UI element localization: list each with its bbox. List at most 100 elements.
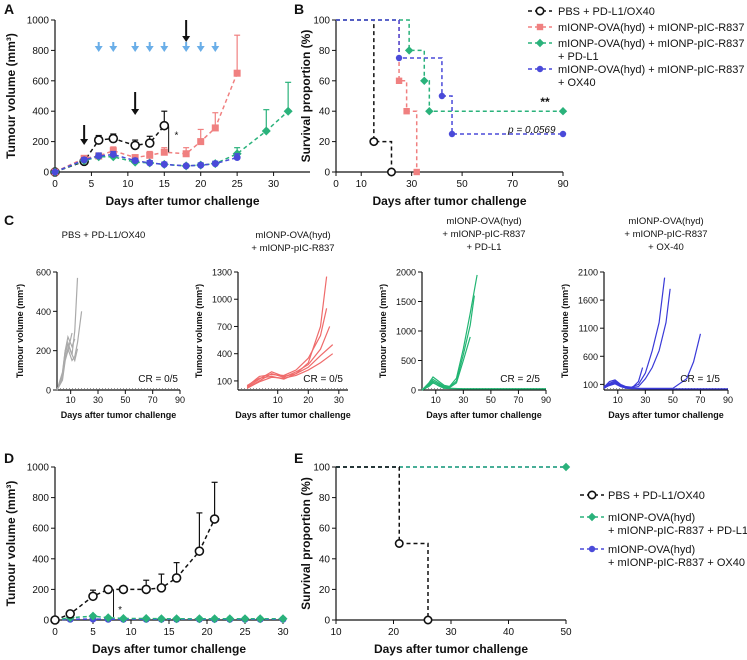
arrow-head <box>182 46 191 52</box>
y-tick-label: 200 <box>32 137 49 148</box>
legend-entry: mIONP-OVA(hyd) <box>608 512 695 524</box>
x-tick-label: 30 <box>445 627 457 638</box>
dot-marker <box>395 54 403 62</box>
panel-label-e: E <box>294 450 303 466</box>
series-line <box>246 326 331 389</box>
y-tick-label: 400 <box>217 349 232 359</box>
dot-marker <box>197 161 205 169</box>
cr-label: CR = 0/5 <box>138 374 178 385</box>
y-tick-label: 2100 <box>578 268 598 278</box>
panel-label-d: D <box>4 450 14 466</box>
series-line <box>421 274 478 391</box>
x-tick-label: 25 <box>239 627 251 638</box>
arrow-head <box>131 109 140 115</box>
y-tick-label: 100 <box>313 463 330 474</box>
dot-marker <box>211 160 219 168</box>
dot-marker <box>95 152 103 160</box>
y-tick-label: 0 <box>43 168 49 179</box>
legend-entry: + PD-L1 <box>558 51 599 63</box>
series-line <box>421 381 546 391</box>
diamond-marker <box>561 462 571 472</box>
square-marker <box>536 23 544 31</box>
series-line <box>246 308 328 387</box>
square-marker <box>211 124 219 132</box>
y-axis-label: Survival proportion (%) <box>299 477 313 610</box>
arrow-head <box>160 46 169 52</box>
y-axis-label: Tumour volume (mm³) <box>560 284 570 378</box>
circle-marker <box>108 133 119 144</box>
series-line <box>54 615 283 621</box>
x-axis-label: Days after tumor challenge <box>61 410 177 420</box>
x-tick-label: 0 <box>333 179 339 190</box>
diamond-marker <box>156 614 166 624</box>
diamond-marker <box>535 38 545 48</box>
diamond-marker <box>587 512 597 522</box>
dot-marker <box>131 157 139 165</box>
y-tick-label: 2000 <box>396 268 416 278</box>
y-tick-label: 40 <box>319 554 331 565</box>
series-line <box>54 518 216 621</box>
y-tick-label: 0 <box>324 616 330 627</box>
y-tick-label: 0 <box>46 386 51 396</box>
subplot-title: + mIONP-pIC-R837 <box>251 243 334 254</box>
x-axis-label: Days after tumor challenge <box>426 410 542 420</box>
y-tick-label: 0 <box>43 616 49 627</box>
diamond-marker <box>103 613 113 623</box>
x-tick-label: 50 <box>457 179 469 190</box>
circle-marker <box>144 138 155 148</box>
y-tick-label: 0 <box>324 168 330 179</box>
significance-star: * <box>174 131 178 142</box>
x-tick-label: 10 <box>273 395 283 405</box>
x-tick-label: 10 <box>122 179 134 190</box>
dot-marker <box>559 130 567 138</box>
x-tick-label: 10 <box>125 627 137 638</box>
series-line <box>603 383 728 390</box>
diamond-marker <box>225 614 235 624</box>
square-marker <box>403 108 410 115</box>
panel-label-a: A <box>4 1 14 17</box>
arrow-head <box>94 46 103 52</box>
subplot-title: + PD-L1 <box>466 242 501 253</box>
x-tick-label: 0 <box>52 179 58 190</box>
significance-stars: ** <box>540 95 550 109</box>
dot-marker <box>448 130 456 138</box>
x-tick-label: 50 <box>668 395 678 405</box>
y-tick-label: 1000 <box>396 327 416 337</box>
p-value: p = 0.0569 <box>507 125 556 136</box>
x-tick-label: 70 <box>507 179 519 190</box>
square-marker <box>109 147 117 155</box>
dot-marker <box>146 159 154 167</box>
y-tick-label: 800 <box>32 493 49 504</box>
x-tick-label: 10 <box>66 395 76 405</box>
x-tick-label: 90 <box>541 395 551 405</box>
x-tick-label: 15 <box>163 627 175 638</box>
diamond-marker <box>278 614 288 624</box>
arrow-head <box>80 139 89 145</box>
diamond-marker <box>255 614 265 624</box>
series-line <box>56 343 79 391</box>
y-tick-label: 700 <box>217 322 232 332</box>
legend-entry: + OX40 <box>558 77 596 89</box>
y-tick-label: 20 <box>319 137 331 148</box>
square-marker <box>395 77 403 84</box>
x-tick-label: 70 <box>148 395 158 405</box>
dot-marker <box>438 92 446 100</box>
square-marker <box>413 168 420 176</box>
cr-label: CR = 2/5 <box>500 374 540 385</box>
y-axis-label: Tumour volume (mm³) <box>378 284 388 378</box>
dot-marker <box>160 160 168 168</box>
arrow-head <box>211 46 220 52</box>
legend-entry: mIONP-OVA(hyd) + mIONP-pIC-R837 <box>558 22 745 34</box>
legend-entry: + mIONP-pIC-R837 + OX40 <box>608 557 745 569</box>
x-tick-label: 5 <box>89 179 95 190</box>
series-line <box>56 311 83 391</box>
dot-marker <box>536 65 544 73</box>
y-tick-label: 600 <box>36 268 51 278</box>
y-axis-label: Tumour volume (mm³) <box>4 481 18 607</box>
series-line <box>603 288 671 389</box>
subplot-title: + mIONP-pIC-R837 <box>624 229 707 240</box>
x-tick-label: 10 <box>613 395 623 405</box>
arrow-head <box>131 46 140 52</box>
x-tick-label: 40 <box>503 627 515 638</box>
